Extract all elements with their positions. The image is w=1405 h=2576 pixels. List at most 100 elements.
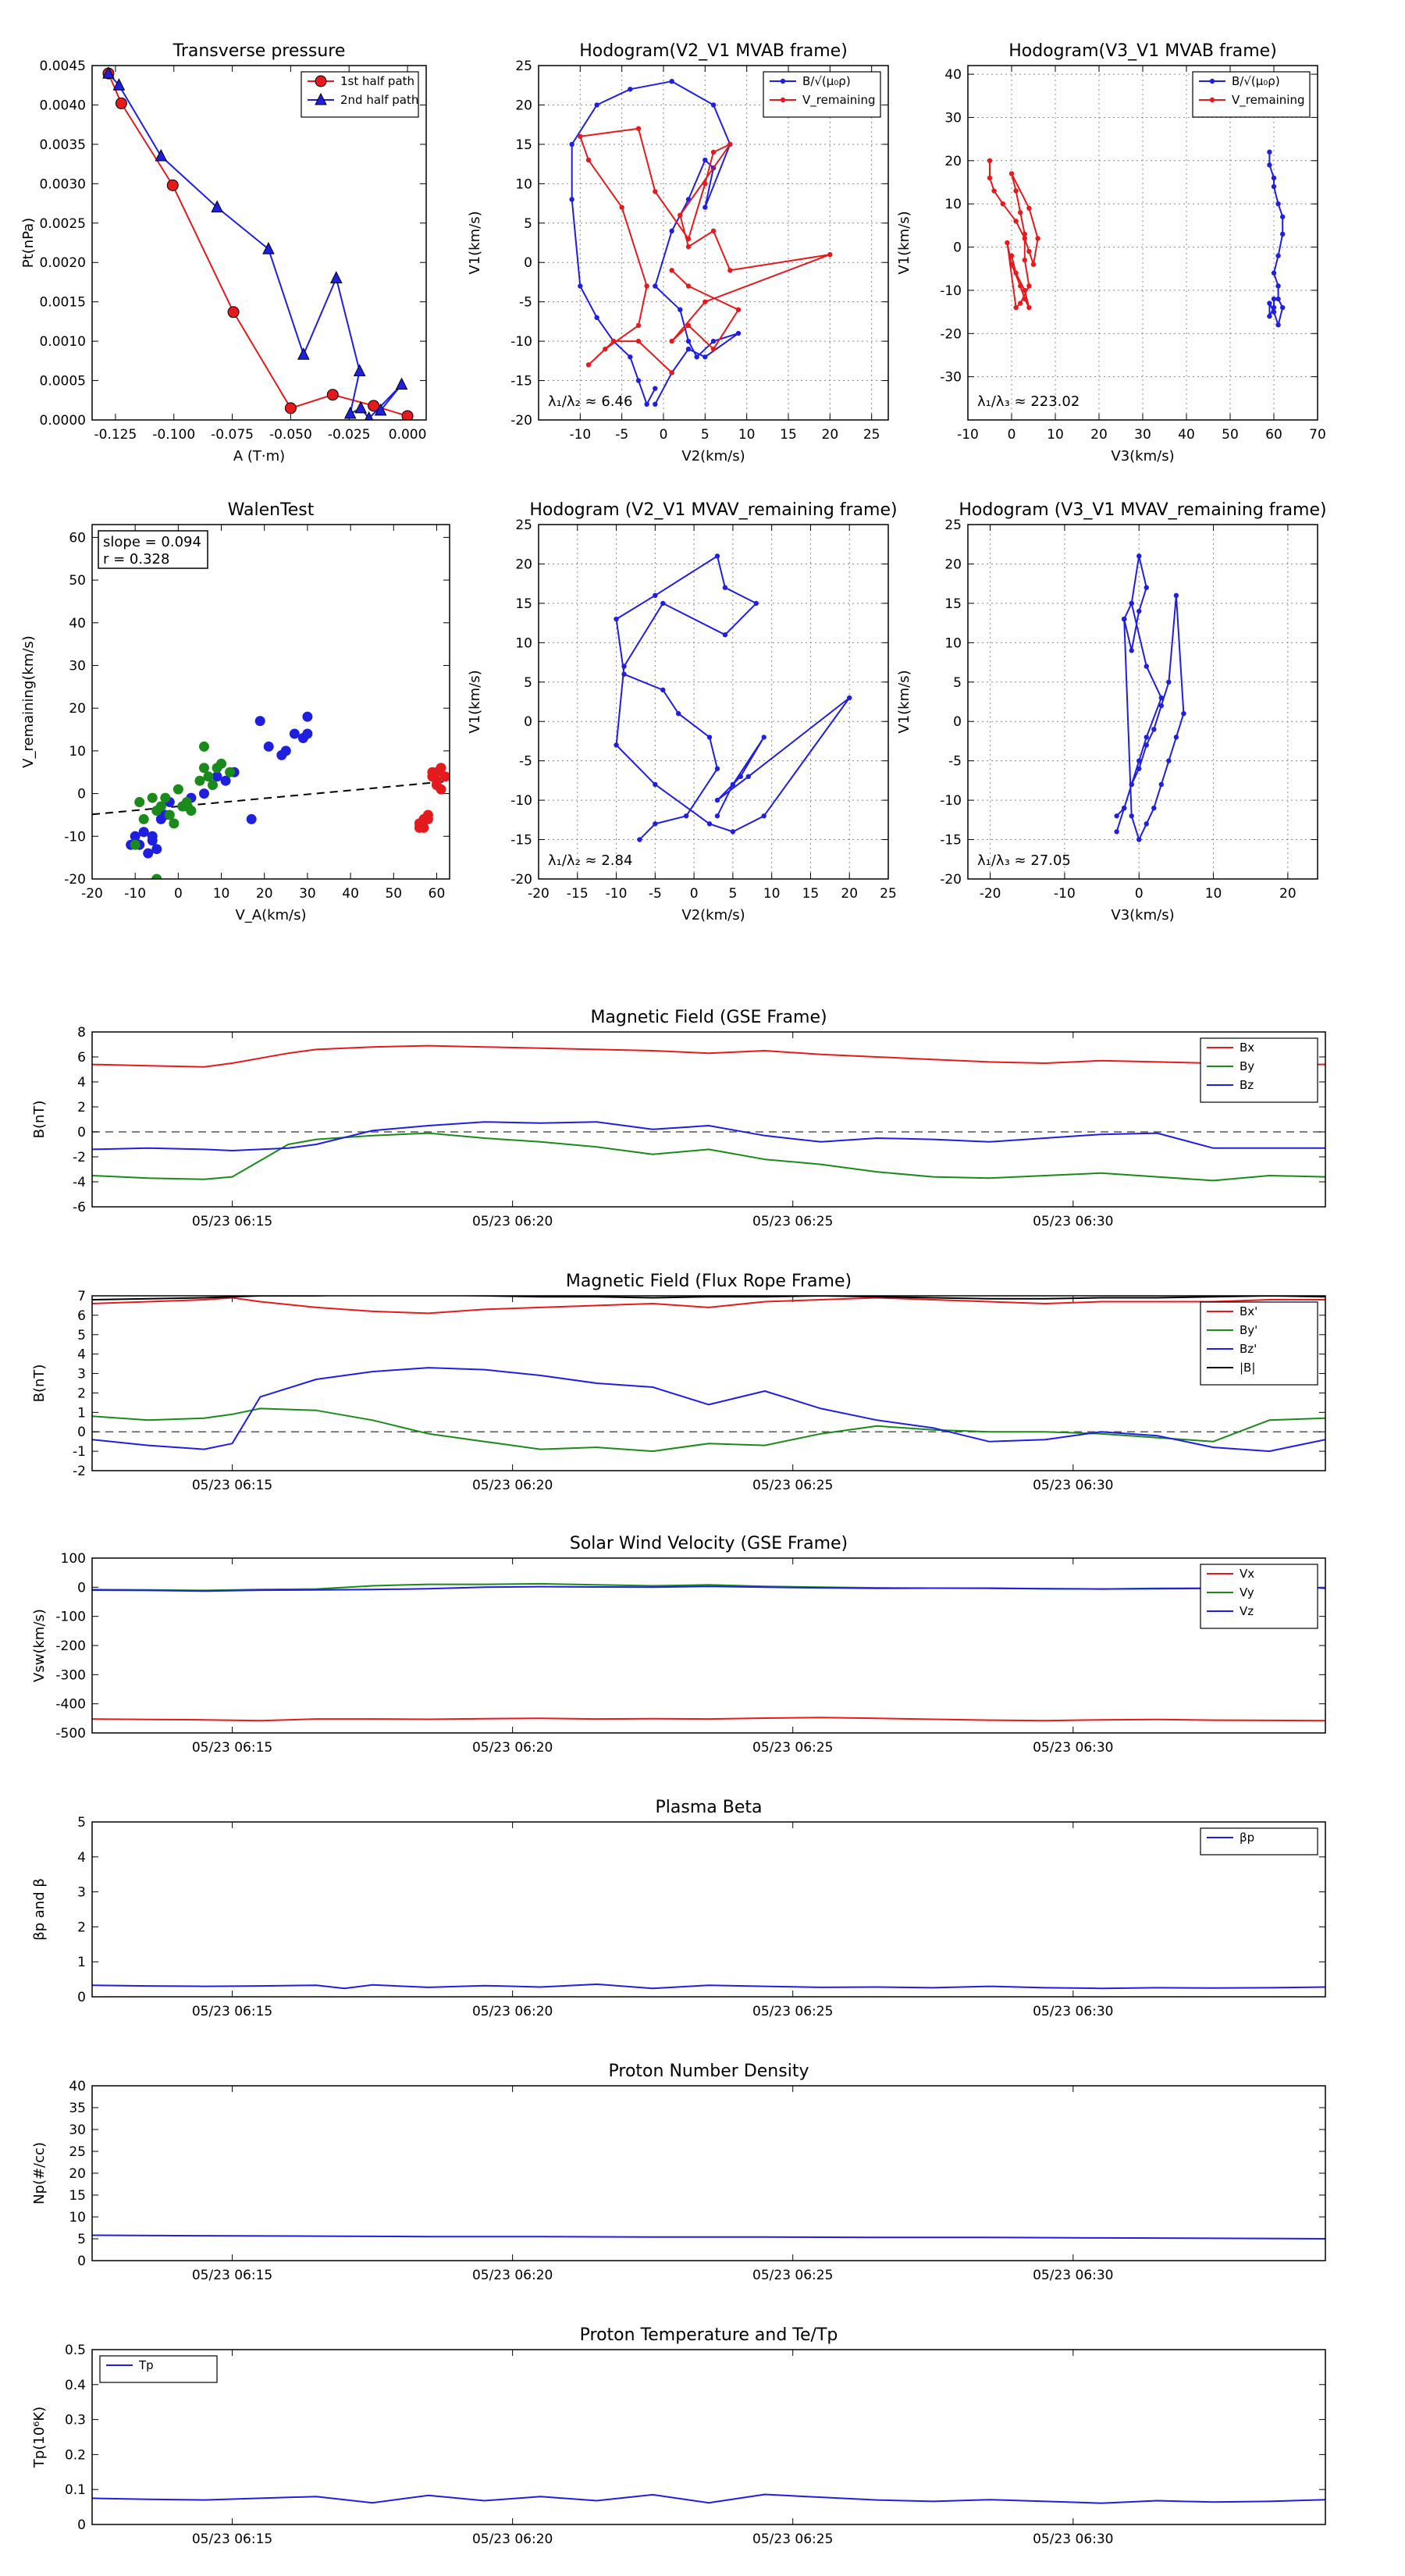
x-tick-label: -10 — [1054, 886, 1076, 902]
y-tick-label: 0.0020 — [40, 255, 86, 271]
hodogram_v3_mvav-series-0-point-9 — [1181, 710, 1186, 717]
hodogram_v3_mvab-b-point-17 — [1271, 296, 1277, 302]
legend-label-bz: Bz' — [1240, 1342, 1257, 1356]
transverse_pressure-2nd-half-path-point-10 — [365, 411, 374, 420]
y-tick-label: 0 — [77, 787, 86, 802]
hodogram_v3_mvab-v-remaining-point-24 — [1013, 270, 1019, 276]
y-tick-label: 0.0005 — [40, 374, 86, 390]
hodogram_v3_mvab-v-remaining-point-22 — [1026, 304, 1032, 311]
legend-box — [1200, 1037, 1318, 1103]
x-tick-label: 40 — [1178, 427, 1195, 443]
series-line-series-0 — [615, 555, 851, 841]
y-tick-label: 30 — [69, 659, 86, 674]
legend-label-b: B/√(μ₀ρ) — [802, 74, 851, 88]
hodogram_v2_mvab-b-point-5 — [594, 315, 599, 321]
y-tick-label: 0 — [77, 1425, 86, 1440]
hodogram_v2_mvav-series-0-point-26 — [730, 781, 736, 788]
y-tick-label: 4 — [77, 1850, 86, 1866]
y-tick-label: 0.4 — [65, 2378, 86, 2393]
hodogram_v3_mvav-series-0-point-21 — [1136, 608, 1142, 614]
hodogram_v3_mvab-v-remaining-point-23 — [1022, 287, 1028, 294]
hodogram_v3_mvav-series-0-point-31 — [1114, 813, 1119, 819]
walen_test-series-1-point-8 — [173, 784, 183, 795]
y-tick-label: 20 — [515, 557, 532, 572]
hodogram_v2_mvab-b-point-26 — [685, 347, 692, 352]
series-line-series-0 — [1115, 555, 1185, 841]
x-tick-label: -0.100 — [152, 427, 195, 443]
chart-title: Proton Temperature and Te/Tp — [580, 2325, 838, 2345]
walen_test-series-1-point-0 — [130, 839, 140, 850]
chart-data-layer — [92, 1582, 1325, 1722]
y-tick-label: -10 — [940, 793, 962, 809]
hodogram_v2_mvab-b-point-25 — [702, 354, 708, 360]
legend-label-v-remaining: V_remaining — [802, 93, 876, 108]
hodogram_v3_mvab-v-remaining-point-3 — [1000, 201, 1006, 207]
y-tick-label: 10 — [69, 744, 86, 760]
chart-data-layer — [92, 1983, 1325, 1990]
transverse_pressure-1st-half-path-point-4 — [284, 402, 297, 415]
hodogram_v3_mvab-v-remaining-point-8 — [1035, 236, 1040, 241]
x-tick-label: 50 — [1222, 427, 1239, 443]
hodogram_v2_mvab-b-point-18 — [669, 228, 674, 234]
y-tick-label: -2 — [73, 1464, 86, 1479]
hodogram_v2_mvav-series-0-point-15 — [621, 664, 627, 669]
y-tick-label: 0.0030 — [40, 176, 86, 192]
x-tick-label: 10 — [213, 886, 230, 902]
x-axis-label: A (T·m) — [233, 448, 285, 464]
y-tick-label: 2 — [77, 1386, 86, 1401]
plot-frame — [91, 2085, 1326, 2261]
transverse_pressure-1st-half-path-point-6 — [368, 400, 380, 412]
series-line-bz — [92, 1121, 1325, 1151]
y-tick-label: 100 — [61, 1551, 86, 1567]
x-axis-label: V3(km/s) — [1111, 907, 1174, 923]
chart-title: Hodogram(V2_V1 MVAB frame) — [579, 41, 848, 61]
hodogram_v3_mvab-v-remaining-point-20 — [1018, 283, 1023, 289]
hodogram_v3_mvab-v-remaining-point-18 — [1005, 240, 1010, 246]
legend-label-2nd-half-path: 2nd half path — [340, 93, 418, 107]
x-tick-label: 40 — [342, 886, 359, 902]
y-tick-label: 0.0025 — [40, 216, 86, 232]
y-tick-label: -5 — [948, 754, 962, 770]
hodogram_v2_mvab-b-point-24 — [735, 330, 742, 336]
x-tick-label: -5 — [615, 427, 628, 443]
hodogram_v2_mvab-b-point-8 — [569, 141, 574, 148]
x-tick-label: -15 — [567, 886, 589, 902]
y-tick-label: -15 — [510, 374, 532, 390]
x-tick-label: 05/23 06:25 — [752, 2532, 833, 2547]
hodogram_v3_mvav-series-0-point-5 — [1151, 727, 1157, 732]
y-tick-label: -400 — [55, 1697, 86, 1713]
transverse_pressure-2nd-half-path-point-5 — [297, 347, 310, 360]
y-tick-label: 20 — [515, 98, 532, 113]
walen_test-series-0-point-23 — [302, 728, 313, 739]
x-tick-label: 05/23 06:20 — [472, 2532, 553, 2547]
x-tick-label: -20 — [980, 886, 1001, 902]
y-tick-label: -10 — [510, 334, 532, 350]
eigenvalue-ratio: λ₁/λ₃ ≈ 223.02 — [977, 393, 1080, 410]
y-tick-label: -10 — [940, 283, 962, 299]
chart-title: Hodogram (V3_V1 MVAV_remaining frame) — [959, 500, 1326, 520]
y-tick-label: -2 — [73, 1150, 86, 1165]
y-axis-label: V1(km/s) — [896, 211, 912, 274]
walen-stat-0: slope = 0.094 — [103, 534, 201, 550]
walen_test-series-1-point-12 — [194, 775, 205, 786]
hodogram_v3_mvab-v-remaining-point-12 — [1018, 210, 1023, 215]
chart-data-layer — [614, 553, 852, 842]
hodogram_v2_mvab-b-point-1 — [644, 401, 649, 407]
y-tick-label: 40 — [944, 67, 962, 83]
walen_test-series-1-point-20 — [134, 797, 145, 808]
y-tick-label: 30 — [944, 110, 962, 126]
hodogram_v3_mvav-series-0-point-4 — [1144, 742, 1149, 748]
y-tick-label: 0.0015 — [40, 295, 86, 311]
transverse_pressure-2nd-half-path-point-3 — [211, 200, 223, 213]
x-tick-label: -0.025 — [328, 427, 371, 443]
x-tick-label: 0 — [1135, 886, 1144, 902]
x-tick-label: 30 — [299, 886, 316, 902]
transverse_pressure-1st-half-path-point-5 — [326, 389, 339, 401]
y-tick-label: 15 — [944, 596, 962, 612]
hodogram_v3_mvab-v-remaining-point-1 — [987, 175, 993, 181]
y-tick-label: -6 — [73, 1200, 86, 1215]
walen_test-series-0-point-13 — [220, 775, 231, 786]
y-axis-label: V1(km/s) — [467, 670, 483, 733]
x-tick-label: 15 — [780, 427, 797, 443]
legend-label-by: By' — [1240, 1323, 1257, 1337]
